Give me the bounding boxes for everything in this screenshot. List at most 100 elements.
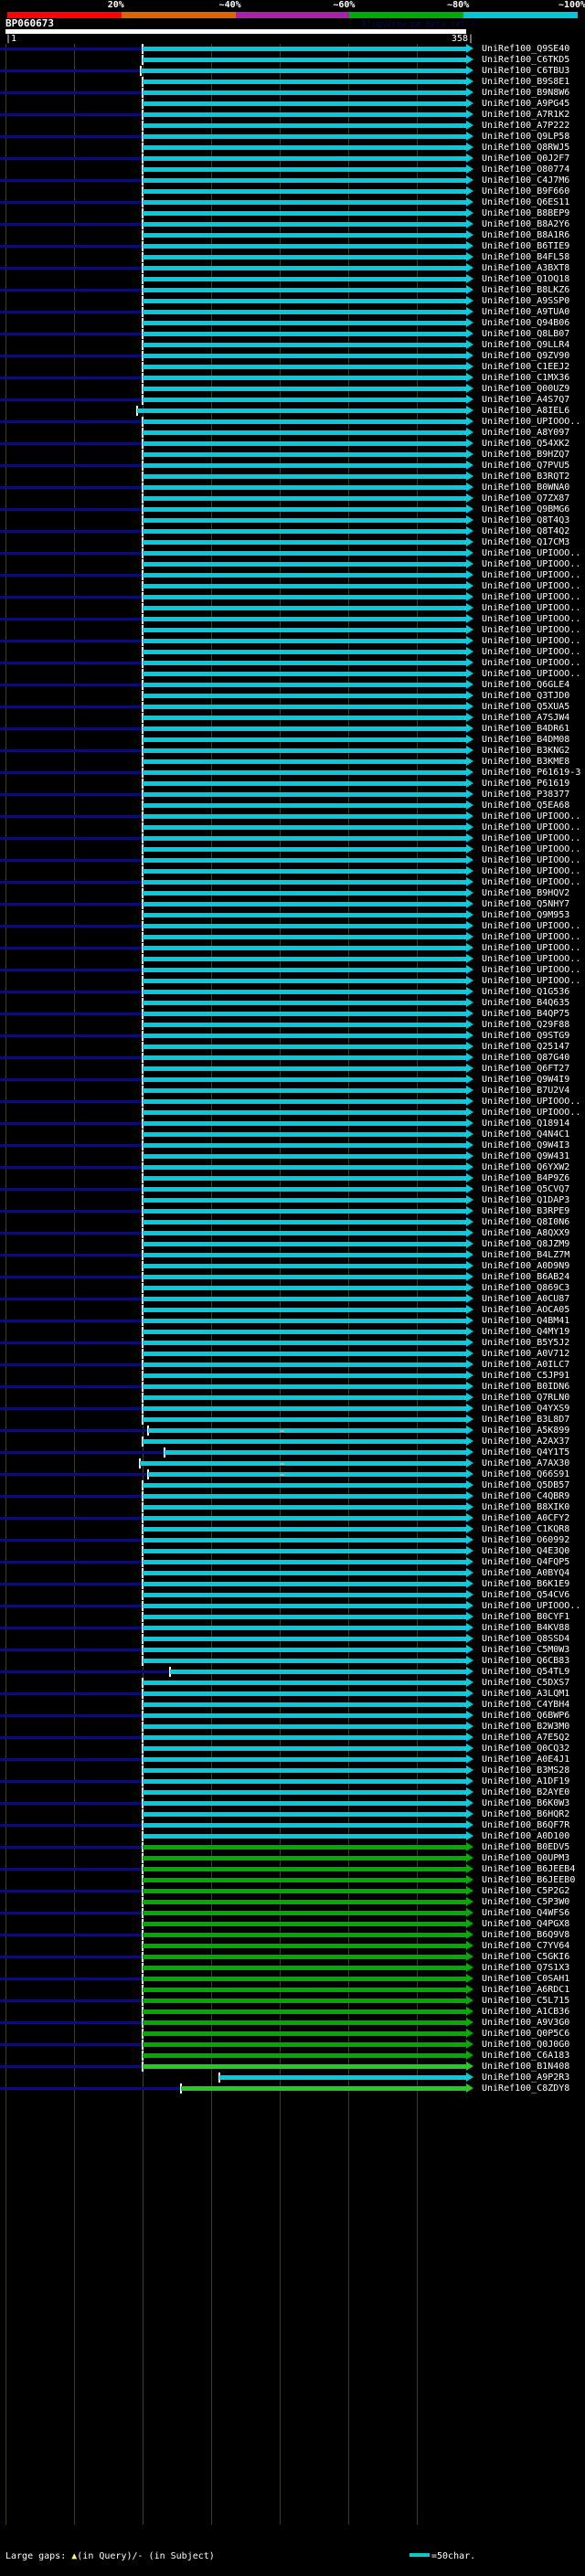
alignment-row[interactable]: UniRef100_AOCA05 [0,1305,585,1316]
alignment-row[interactable]: UniRef100_UPIOOO.. [0,647,585,658]
hsp-bar[interactable] [143,1286,466,1290]
hit-label[interactable]: UniRef100_Q1OQ18 [482,274,570,284]
alignment-row[interactable]: UniRef100_C4J7M6 [0,175,585,186]
hsp-bar[interactable] [143,1593,466,1597]
hit-label[interactable]: UniRef100_A2AX37 [482,1436,570,1447]
hsp-bar[interactable] [143,1373,466,1378]
hsp-bar[interactable] [143,178,466,183]
alignment-row[interactable]: UniRef100_Q5CVQ7 [0,1184,585,1195]
hit-label[interactable]: UniRef100_B6HQR2 [482,1809,570,1819]
hsp-bar[interactable] [143,1231,466,1235]
hsp-bar[interactable] [143,770,466,775]
hsp-bar[interactable] [143,1922,466,1926]
hit-label[interactable]: UniRef100_A3BXT8 [482,263,570,273]
alignment-row[interactable]: UniRef100_Q1G536 [0,987,585,998]
alignment-row[interactable]: UniRef100_UPIOOO.. [0,943,585,954]
hsp-bar[interactable] [143,1483,466,1488]
hsp-bar[interactable] [143,90,466,95]
alignment-row[interactable]: UniRef100_C5M0W3 [0,1645,585,1656]
hit-label[interactable]: UniRef100_C6TKD5 [482,55,570,65]
alignment-row[interactable]: UniRef100_Q00UZ9 [0,384,585,395]
alignment-row[interactable]: UniRef100_Q7PVU5 [0,461,585,472]
hsp-bar[interactable] [143,869,466,874]
hit-label[interactable]: UniRef100_A0ILC7 [482,1360,570,1370]
hit-label[interactable]: UniRef100_A0BYQ4 [482,1568,570,1578]
alignment-row[interactable]: UniRef100_C5P3W0 [0,1897,585,1908]
alignment-row[interactable]: UniRef100_A9SSP0 [0,296,585,307]
hit-label[interactable]: UniRef100_B4Q635 [482,998,570,1008]
hsp-bar[interactable] [143,1998,466,2003]
hsp-bar[interactable] [143,540,466,545]
hsp-bar[interactable] [143,332,466,336]
hsp-bar[interactable] [143,1055,466,1060]
hit-label[interactable]: UniRef100_A0CU87 [482,1294,570,1304]
alignment-row[interactable]: UniRef100_Q9M953 [0,910,585,921]
hsp-bar[interactable] [143,726,466,731]
hit-label[interactable]: UniRef100_B6K0W3 [482,1798,570,1808]
hit-label[interactable]: UniRef100_UPIOOO.. [482,625,581,635]
alignment-row[interactable]: UniRef100_Q7S1X3 [0,1963,585,1974]
alignment-row[interactable]: UniRef100_C8ZDY8 [0,2083,585,2094]
alignment-row[interactable]: UniRef100_Q4WFS6 [0,1908,585,1919]
hsp-bar[interactable] [143,2064,466,2069]
hsp-bar[interactable] [143,452,466,457]
alignment-row[interactable]: UniRef100_UPIOOO.. [0,954,585,965]
alignment-row[interactable]: UniRef100_B0WNA0 [0,482,585,493]
hit-label[interactable]: UniRef100_Q4E3Q0 [482,1546,570,1556]
hit-label[interactable]: UniRef100_Q8T4Q2 [482,526,570,536]
alignment-row[interactable]: UniRef100_Q7RLN0 [0,1393,585,1404]
hsp-bar[interactable] [143,1615,466,1619]
hsp-bar[interactable] [143,518,466,523]
hit-label[interactable]: UniRef100_C1KQR8 [482,1524,570,1534]
alignment-row[interactable]: UniRef100_Q5DB57 [0,1480,585,1491]
hit-label[interactable]: UniRef100_B6Q9V8 [482,1930,570,1940]
hsp-bar[interactable] [143,1044,466,1049]
alignment-row[interactable]: UniRef100_UPIOOO.. [0,603,585,614]
hsp-bar[interactable] [143,1275,466,1279]
alignment-row[interactable]: UniRef100_Q4Y1T5 [0,1447,585,1458]
hsp-bar[interactable] [143,1867,466,1871]
hit-label[interactable]: UniRef100_Q18914 [482,1118,570,1129]
hit-label[interactable]: UniRef100_B3L8D7 [482,1415,570,1425]
hsp-bar[interactable] [143,1834,466,1839]
hit-label[interactable]: UniRef100_B3RQT2 [482,472,570,482]
hit-label[interactable]: UniRef100_Q9ZV90 [482,351,570,361]
hsp-bar[interactable] [143,1713,466,1718]
hit-label[interactable]: UniRef100_B0WNA0 [482,482,570,493]
hsp-bar[interactable] [143,1626,466,1630]
hit-label[interactable]: UniRef100_Q9BMG6 [482,504,570,514]
hsp-bar[interactable] [143,1395,466,1400]
hsp-bar[interactable] [143,1790,466,1795]
hsp-bar[interactable] [165,1450,466,1455]
hsp-bar[interactable] [143,1023,466,1027]
hsp-bar[interactable] [143,913,466,917]
alignment-row[interactable]: UniRef100_UPIOOO.. [0,636,585,647]
alignment-row[interactable]: UniRef100_C4YBH4 [0,1700,585,1711]
alignment-row[interactable]: UniRef100_Q7ZX87 [0,493,585,504]
alignment-row[interactable]: UniRef100_B3KNG2 [0,746,585,757]
alignment-row[interactable]: UniRef100_B8A1R6 [0,230,585,241]
hsp-bar[interactable] [143,1417,466,1422]
alignment-row[interactable]: UniRef100_Q9W4I9 [0,1075,585,1086]
hit-label[interactable]: UniRef100_Q7RLN0 [482,1393,570,1403]
hit-label[interactable]: UniRef100_C5DXS7 [482,1678,570,1688]
hit-label[interactable]: UniRef100_B4KV88 [482,1623,570,1633]
alignment-row[interactable]: UniRef100_Q6FT27 [0,1064,585,1075]
hit-label[interactable]: UniRef100_UPIOOO.. [482,1108,581,1118]
alignment-row[interactable]: UniRef100_Q9W4I3 [0,1140,585,1151]
hsp-bar[interactable] [143,661,466,665]
alignment-row[interactable]: UniRef100_Q54TL9 [0,1667,585,1678]
hit-label[interactable]: UniRef100_B8A2Y6 [482,219,570,229]
hsp-bar[interactable] [143,1823,466,1828]
hsp-bar[interactable] [143,891,466,896]
hit-label[interactable]: UniRef100_Q9STG9 [482,1031,570,1041]
alignment-row[interactable]: UniRef100_A7R1K2 [0,110,585,121]
hsp-bar[interactable] [143,1012,466,1016]
hit-label[interactable]: UniRef100_A7P222 [482,121,570,131]
alignment-row[interactable]: UniRef100_Q1DAP3 [0,1195,585,1206]
hsp-bar[interactable] [143,1944,466,1948]
alignment-row[interactable]: UniRef100_B6JEEB4 [0,1864,585,1875]
hsp-bar[interactable] [143,1549,466,1553]
hsp-bar[interactable] [148,1472,466,1477]
hsp-bar[interactable] [143,1691,466,1696]
